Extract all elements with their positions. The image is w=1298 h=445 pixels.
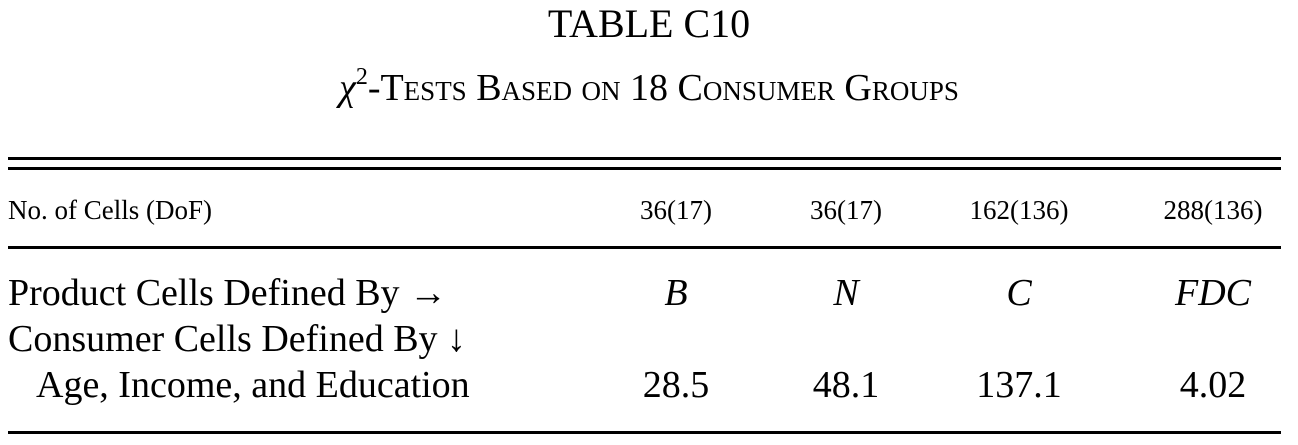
product-row-label: Product Cells Defined By → (8, 272, 448, 314)
dof-value-fdc: 288(136) (1163, 195, 1263, 225)
product-cell-n: N (833, 272, 859, 314)
dof-value-b: 36(17) (640, 195, 712, 225)
top-rule-lower (8, 167, 1281, 170)
product-cell-c: C (1006, 272, 1032, 314)
bottom-rule (8, 431, 1281, 434)
value-n: 48.1 (812, 364, 880, 406)
product-cell-b: B (664, 272, 688, 314)
consumer-row-label: Consumer Cells Defined By ↓ (8, 318, 467, 360)
dof-value-n: 36(17) (810, 195, 882, 225)
dof-row-label: No. of Cells (DoF) (8, 195, 212, 225)
table-title: TABLE C10 (547, 1, 751, 46)
value-fdc: 4.02 (1179, 364, 1247, 406)
dof-value-c: 162(136) (969, 195, 1069, 225)
table-subtitle: χ2-Tests Based on 18 Consumer Groups (0, 64, 1298, 110)
value-b: 28.5 (642, 364, 710, 406)
value-c: 137.1 (976, 364, 1062, 406)
chi-superscript: 2 (355, 64, 368, 90)
chi-symbol: χ (339, 67, 356, 109)
product-cell-fdc: FDC (1175, 272, 1251, 314)
data-row-label: Age, Income, and Education (36, 364, 470, 406)
header-rule (8, 246, 1281, 249)
top-rule-upper (8, 157, 1281, 160)
subtitle-text: -Tests Based on 18 Consumer Groups (367, 67, 959, 109)
